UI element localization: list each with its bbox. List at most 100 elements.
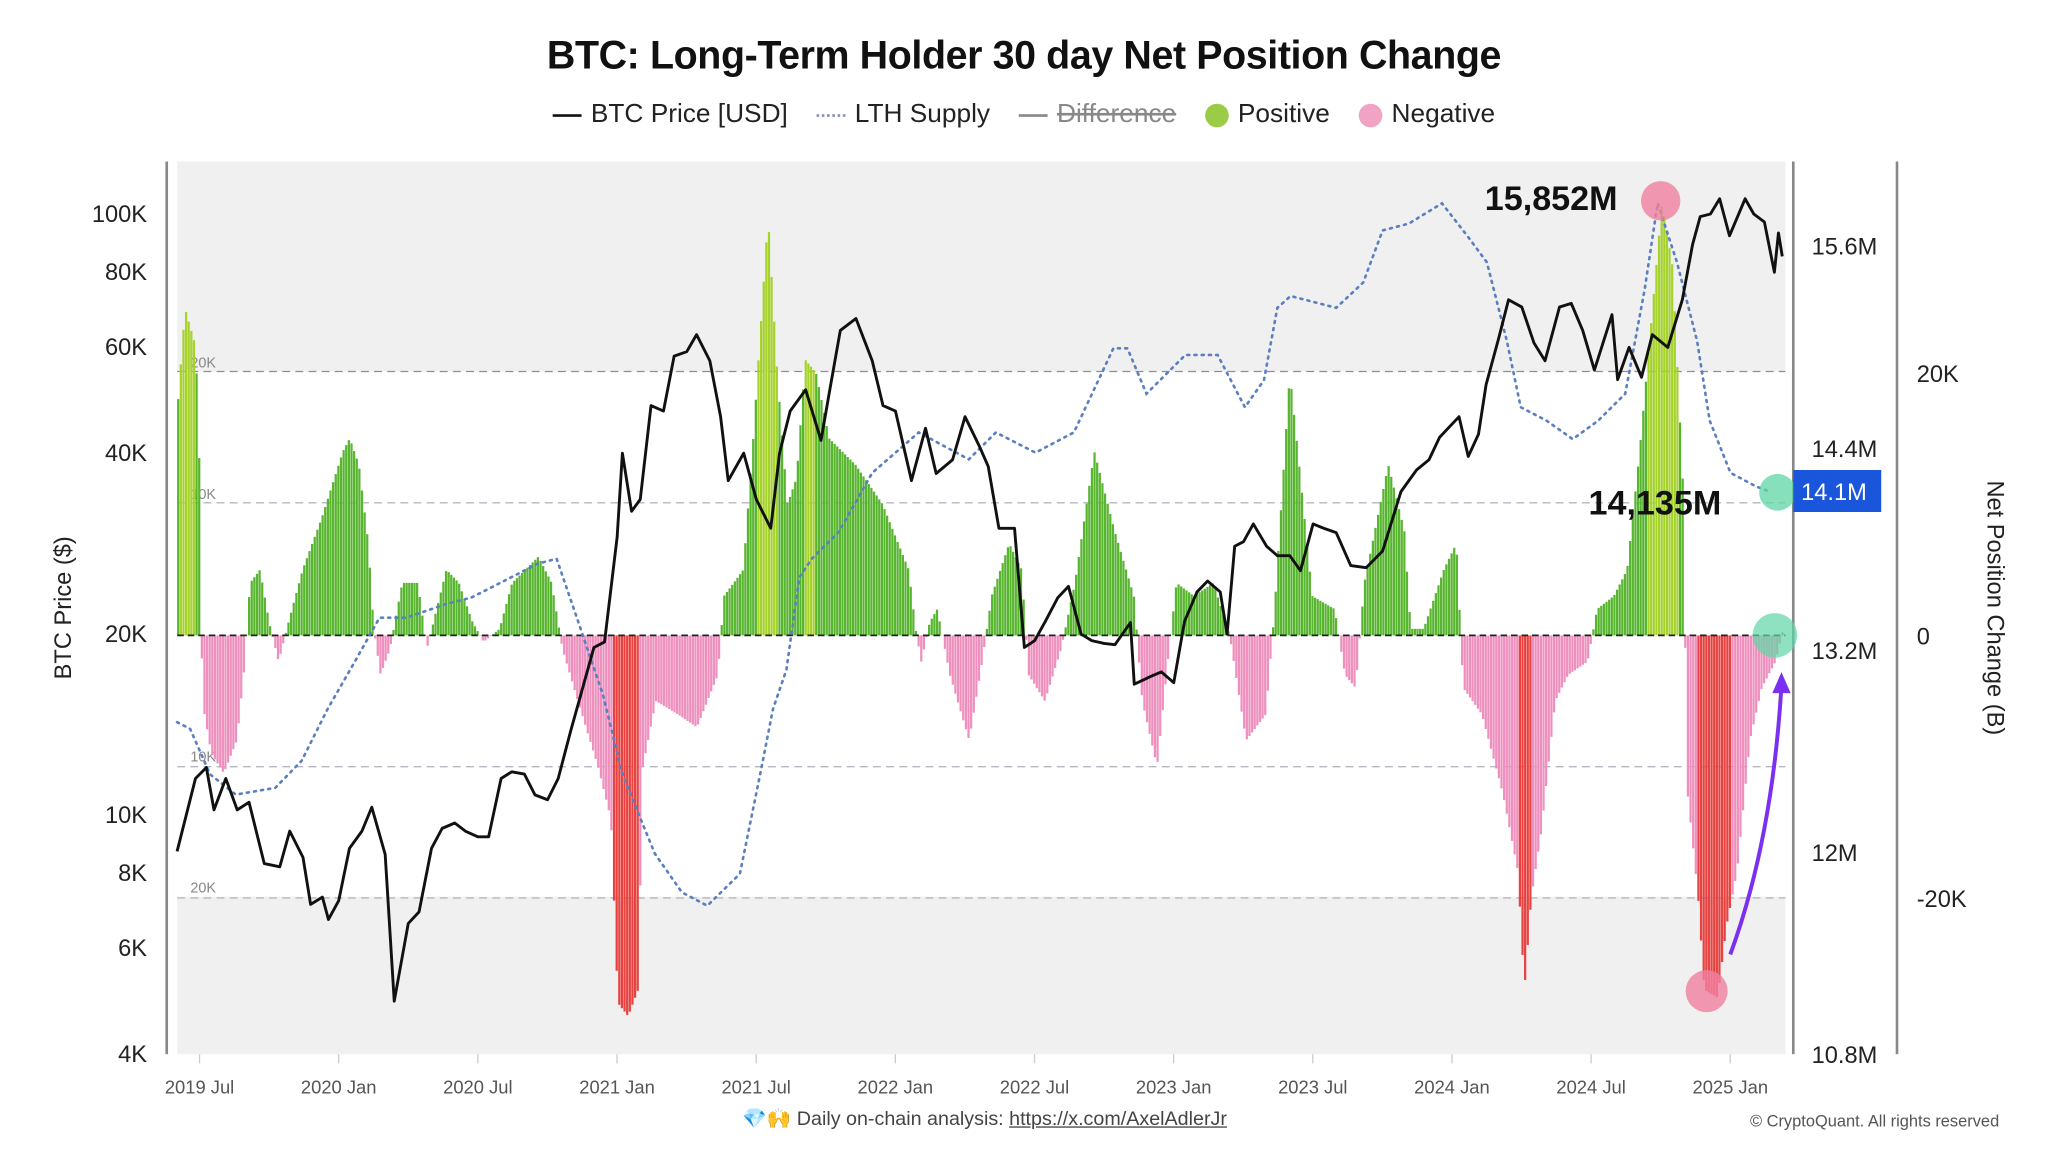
- net-position-bar: [1469, 635, 1471, 697]
- net-position-bar: [1553, 635, 1555, 712]
- net-position-bar: [1120, 552, 1122, 636]
- net-position-bar: [839, 449, 841, 635]
- net-position-bar: [190, 331, 192, 636]
- net-position-bar: [542, 566, 544, 635]
- net-position-bar: [862, 476, 864, 635]
- net-position-bar: [206, 635, 208, 729]
- net-position-bar: [1569, 635, 1571, 673]
- net-position-bar: [1724, 635, 1726, 941]
- net-position-bar: [755, 400, 757, 636]
- net-position-bar: [474, 626, 476, 635]
- net-position-bar: [865, 480, 867, 635]
- net-position-bar: [1290, 389, 1292, 636]
- net-position-bar: [1603, 604, 1605, 636]
- net-position-bar: [776, 367, 778, 636]
- net-position-bar: [1710, 635, 1712, 994]
- net-position-bar: [508, 594, 510, 635]
- net-position-bar: [899, 548, 901, 635]
- net-position-bar: [1582, 635, 1584, 664]
- net-position-bar: [1422, 629, 1424, 636]
- net-position-bar: [1282, 470, 1284, 636]
- lth-tick-label: 12M: [1812, 841, 1858, 867]
- net-position-bar: [1587, 635, 1589, 658]
- net-position-bar: [1154, 635, 1156, 757]
- net-position-bar: [999, 571, 1001, 635]
- net-position-bar: [1372, 541, 1374, 636]
- net-position-bar: [781, 435, 783, 635]
- net-position-bar: [639, 635, 641, 885]
- net-position-bar: [1482, 635, 1484, 719]
- footer-link[interactable]: https://x.com/AxelAdlerJr: [1009, 1108, 1227, 1130]
- net-position-bar: [1584, 635, 1586, 663]
- net-position-bar: [1640, 440, 1642, 635]
- net-position-bar: [1395, 498, 1397, 635]
- net-position-bar: [644, 635, 646, 753]
- net-position-bar: [1101, 483, 1103, 635]
- net-position-bar: [1461, 635, 1463, 665]
- net-position-bar: [768, 232, 770, 635]
- net-position-bar: [1380, 502, 1382, 636]
- net-position-bar: [665, 635, 667, 707]
- net-position-bar: [1419, 629, 1421, 636]
- net-position-bar: [1537, 635, 1539, 851]
- net-position-bar: [1535, 635, 1537, 869]
- net-position-bar: [994, 587, 996, 636]
- net-position-bar: [1695, 635, 1697, 874]
- net-position-bar: [1248, 635, 1250, 736]
- net-position-bar: [1303, 519, 1305, 635]
- net-position-bar: [658, 635, 660, 702]
- net-position-bar: [374, 635, 376, 638]
- net-position-bar: [1285, 429, 1287, 635]
- left-tick-label: 10K: [105, 803, 147, 829]
- net-position-bar: [1366, 567, 1368, 636]
- net-position-bar: [211, 635, 213, 755]
- net-position-bar: [224, 635, 226, 769]
- net-position-bar: [1529, 635, 1531, 909]
- net-position-bar: [1409, 612, 1411, 635]
- net-position-bar: [1086, 504, 1088, 636]
- net-position-bar: [742, 571, 744, 636]
- net-position-bar: [400, 587, 402, 635]
- net-position-bar: [227, 635, 229, 762]
- left-tick-label: 8K: [118, 861, 147, 887]
- net-position-bar: [828, 439, 830, 636]
- net-position-bar: [1051, 635, 1053, 676]
- net-position-bar: [298, 583, 300, 635]
- x-tick-label: 2021 Jul: [721, 1077, 790, 1098]
- net-position-bar: [642, 635, 644, 766]
- net-position-bar: [1451, 553, 1453, 635]
- net-position-bar: [371, 610, 373, 636]
- net-position-bar: [910, 587, 912, 636]
- net-position-bar: [802, 390, 804, 636]
- net-position-bar: [1133, 597, 1135, 636]
- net-position-bar: [1009, 546, 1011, 635]
- left-tick-label: 40K: [105, 441, 147, 467]
- net-position-bar: [469, 614, 471, 636]
- net-position-bar: [1527, 635, 1529, 945]
- net-position-bar: [707, 635, 709, 698]
- net-position-bar: [618, 635, 620, 1004]
- net-position-bar: [778, 402, 780, 636]
- net-position-bar: [652, 635, 654, 713]
- net-position-bar: [988, 611, 990, 636]
- net-position-bar: [1172, 611, 1174, 635]
- net-position-bar: [458, 584, 460, 636]
- x-tick-label: 2022 Jul: [1000, 1077, 1069, 1098]
- net-position-bar: [251, 581, 253, 636]
- net-position-bar: [823, 413, 825, 635]
- net-position-bar: [891, 529, 893, 636]
- net-position-bar: [290, 613, 292, 636]
- net-position-bar: [1734, 635, 1736, 881]
- net-position-bar: [1705, 635, 1707, 991]
- net-position-bar: [282, 635, 284, 643]
- net-position-bar: [920, 635, 922, 661]
- net-position-bar: [1458, 610, 1460, 635]
- net-position-bar: [841, 452, 843, 636]
- net-position-bar: [1093, 452, 1095, 635]
- net-position-bar: [1025, 635, 1027, 639]
- net-position-bar: [1269, 635, 1271, 658]
- net-position-bar: [1374, 528, 1376, 636]
- net-position-bar: [1044, 635, 1046, 700]
- net-position-bar: [471, 621, 473, 635]
- net-position-bar: [815, 374, 817, 635]
